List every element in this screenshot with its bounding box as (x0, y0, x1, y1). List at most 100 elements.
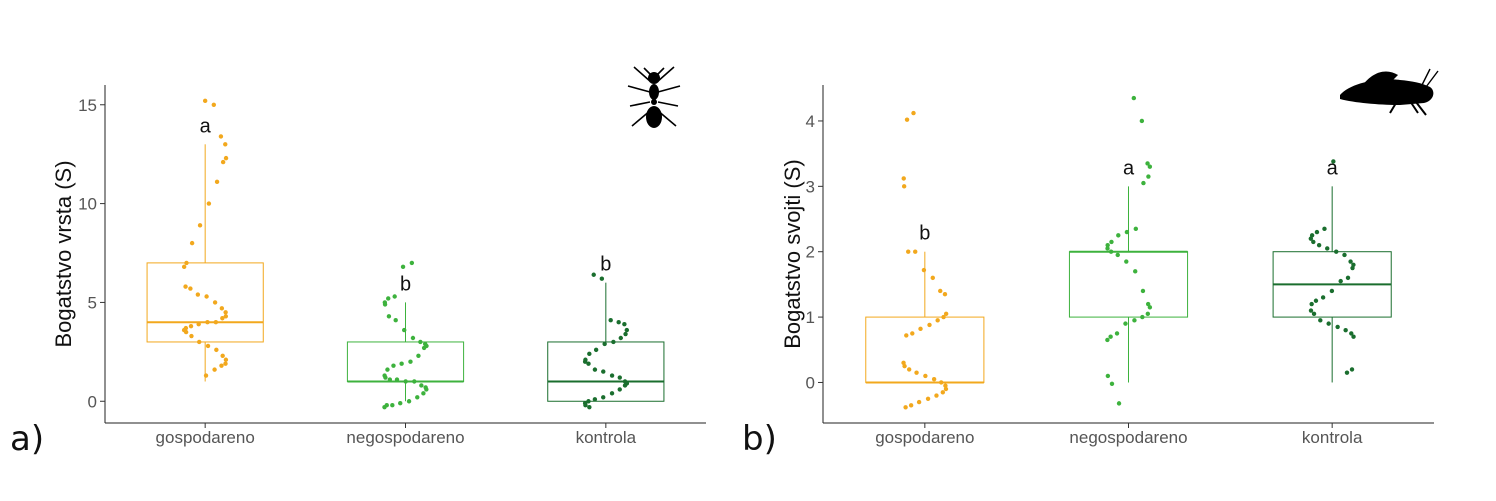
data-point (203, 373, 209, 378)
data-point (188, 286, 193, 291)
data-point (1311, 239, 1316, 245)
data-point (1349, 367, 1355, 372)
data-point (188, 323, 194, 329)
data-point (1141, 180, 1146, 186)
data-point (220, 353, 225, 358)
data-point (424, 387, 429, 392)
panel-label-a: a) (10, 419, 44, 459)
data-point (1350, 265, 1355, 271)
data-point (1105, 242, 1110, 248)
data-point (406, 399, 412, 404)
data-point (609, 391, 615, 396)
data-point (219, 306, 225, 311)
data-point (904, 333, 909, 338)
data-point (609, 373, 615, 378)
data-point (1338, 278, 1343, 284)
box-iqr (146, 262, 264, 343)
significance-letter: a (1327, 157, 1339, 179)
data-point (1108, 334, 1113, 339)
data-point (918, 326, 923, 332)
data-point (382, 404, 387, 410)
data-point (385, 367, 390, 372)
data-point (390, 403, 395, 408)
data-point (1334, 249, 1339, 254)
y-tick-label: 10 (78, 195, 97, 214)
data-point (223, 310, 228, 315)
data-point (214, 179, 220, 185)
data-point (409, 260, 415, 266)
data-point (212, 300, 218, 305)
data-point (1105, 373, 1111, 379)
data-point (220, 159, 226, 165)
data-point (1123, 321, 1128, 326)
data-point (586, 361, 591, 366)
data-point (1311, 311, 1317, 317)
data-point (618, 335, 623, 341)
data-point (218, 134, 224, 139)
data-point (1345, 275, 1351, 281)
x-tick-label: negospodareno (1069, 428, 1187, 447)
significance-letter: b (600, 254, 611, 276)
data-point (587, 404, 592, 410)
data-point (911, 110, 916, 116)
data-point (398, 401, 403, 406)
data-point (1105, 246, 1110, 251)
x-tick-label: gospodareno (156, 428, 255, 447)
data-point (403, 379, 408, 384)
data-point (1325, 246, 1330, 251)
data-point (1308, 308, 1314, 313)
data-point (1309, 301, 1314, 307)
data-point (608, 318, 613, 323)
significance-letter: a (1123, 157, 1135, 179)
data-point (931, 376, 937, 382)
box-iqr (865, 316, 985, 383)
data-point (1147, 305, 1153, 310)
data-point (1316, 242, 1322, 248)
data-point (206, 201, 212, 206)
data-point (587, 351, 592, 357)
data-point (1115, 252, 1120, 258)
data-point (421, 345, 427, 351)
data-point (1318, 318, 1323, 323)
data-point (617, 375, 622, 380)
data-point (212, 367, 217, 372)
data-point (223, 361, 228, 366)
significance-letter: a (200, 115, 212, 137)
data-point (1145, 161, 1150, 166)
data-point (617, 387, 622, 392)
data-point (386, 314, 392, 319)
y-tick-label: 0 (806, 373, 815, 392)
data-point (935, 318, 940, 323)
data-point (1133, 226, 1139, 232)
data-point (921, 267, 927, 273)
data-point (1147, 164, 1153, 169)
data-point (400, 264, 406, 270)
data-point (1105, 337, 1110, 343)
data-point (586, 399, 591, 404)
data-point (940, 390, 946, 395)
data-point (906, 249, 911, 254)
significance-letter: b (400, 273, 411, 295)
data-point (418, 339, 423, 345)
data-point (223, 142, 228, 147)
box-iqr (1068, 251, 1189, 318)
data-point (386, 296, 391, 301)
data-point (223, 314, 229, 319)
x-tick-label: negospodareno (346, 428, 464, 447)
data-point (601, 369, 606, 374)
x-tick-label: gospodareno (875, 428, 974, 447)
data-point (599, 276, 605, 281)
data-point (927, 322, 932, 328)
data-point (383, 375, 388, 380)
data-point (183, 284, 188, 289)
data-point (923, 373, 928, 379)
y-tick-label: 4 (806, 112, 815, 131)
x-tick-label: kontrola (576, 428, 637, 447)
data-point (1146, 174, 1151, 179)
box-iqr (346, 341, 465, 382)
data-point (930, 275, 935, 281)
data-point (906, 367, 912, 372)
data-point (1139, 118, 1145, 124)
data-point (1124, 259, 1129, 264)
data-point (196, 321, 201, 327)
